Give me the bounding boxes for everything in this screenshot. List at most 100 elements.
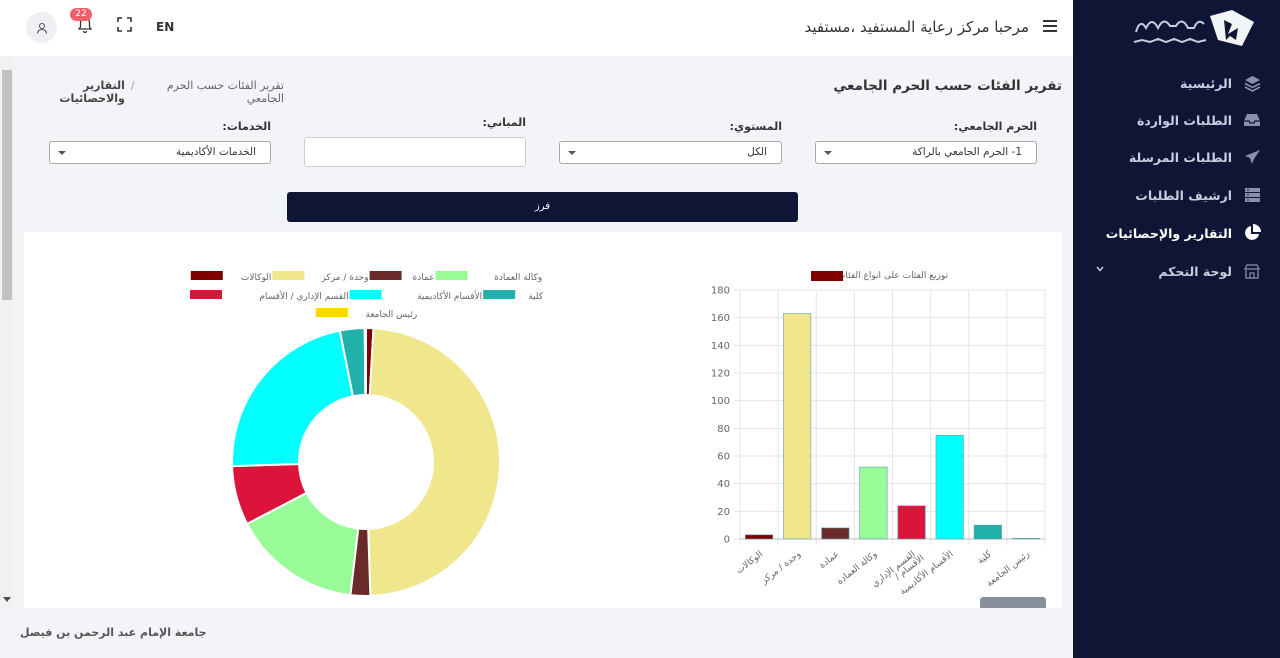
- top-header: مرحبا مركز رعاية المستفيد ،مستفيد EN 22: [0, 0, 1073, 56]
- breadcrumb: التقارير والاحصائيات / تقرير الفئات حسب …: [24, 79, 284, 105]
- sidebar-item-label: ارشيف الطلبات: [1135, 187, 1232, 203]
- legend-label: رئيس الجامعة: [366, 310, 418, 320]
- language-toggle[interactable]: EN: [156, 20, 175, 34]
- sidebar-item-label: الطلبات المرسلة: [1128, 149, 1232, 165]
- y-tick-label: 140: [711, 341, 730, 352]
- breadcrumb-separator: /: [130, 79, 135, 92]
- layers-icon: [1242, 73, 1262, 93]
- mustafid-logo: [1133, 10, 1254, 46]
- doughnut-chart: [231, 326, 501, 597]
- welcome-text: مرحبا مركز رعاية المستفيد ،مستفيد: [804, 18, 1029, 36]
- breadcrumb-current: تقرير الفئات حسب الحرم الجامعي: [166, 79, 284, 105]
- legend-swatch: [272, 271, 305, 280]
- page-scrollbar[interactable]: [0, 56, 14, 609]
- sidebar: الرئيسية الطلبات الواردة الطلبات المرسلة…: [1073, 0, 1280, 658]
- doughnut-slice: [367, 327, 501, 597]
- bar: [859, 466, 888, 540]
- sort-button[interactable]: فرز: [287, 192, 798, 222]
- inbox-icon: [1242, 110, 1262, 130]
- services-select[interactable]: الخدمات الأكاديمية: [49, 141, 271, 164]
- caret-down-icon: [58, 151, 66, 155]
- sidebar-item-incoming-requests[interactable]: الطلبات الواردة: [1073, 105, 1280, 135]
- footer-text: جامعة الإمام عبد الرحمن بن فيصل: [20, 626, 207, 639]
- doughnut-slice: [363, 326, 367, 397]
- y-tick-label: 160: [711, 313, 730, 324]
- bar: [745, 534, 774, 540]
- campus-label: الحرم الجامعي:: [953, 120, 1037, 133]
- breadcrumb-home[interactable]: التقارير والاحصائيات: [59, 79, 125, 105]
- store-icon: [1242, 261, 1262, 281]
- x-tick-label: كلية: [976, 549, 994, 566]
- notification-badge: 22: [70, 8, 92, 21]
- x-tick-label: عمادة: [818, 549, 842, 570]
- y-tick-label: 60: [717, 452, 730, 463]
- bar: [783, 313, 812, 540]
- scrollbar-thumb[interactable]: [2, 70, 12, 300]
- level-select[interactable]: الكل: [559, 141, 782, 164]
- legend-label: القسم الإداري / الأقسام: [259, 290, 348, 302]
- footer: [0, 608, 1073, 658]
- y-tick-label: 180: [711, 286, 730, 297]
- bar: [935, 434, 964, 540]
- user-icon: [36, 22, 47, 34]
- bar-legend: توزيع الفئات على انواع الفئات: [811, 271, 948, 281]
- page-title: تقرير الفئات حسب الحرم الجامعي: [833, 78, 1062, 94]
- services-label: الخدمات:: [222, 120, 271, 133]
- sidebar-item-control-panel[interactable]: لوحة التحكم: [1073, 256, 1280, 286]
- legend-swatch: [190, 290, 222, 299]
- doughnut-slice: [231, 329, 355, 468]
- sidebar-item-home[interactable]: الرئيسية: [1073, 68, 1280, 98]
- legend-swatch: [483, 290, 516, 299]
- legend-swatch: [435, 271, 468, 280]
- menu-icon[interactable]: [1043, 20, 1057, 32]
- x-tick-label: وحدة / مركز: [759, 549, 803, 587]
- services-select-value: الخدمات الأكاديمية: [175, 146, 256, 158]
- chart-card: وكالة العمادة عمادة وحدة / مركز الوكالات كلي…: [24, 232, 1062, 608]
- x-tick-label: الوكالات: [735, 549, 765, 576]
- fullscreen-icon[interactable]: [117, 17, 132, 32]
- legend-label: عمادة: [413, 273, 435, 283]
- send-icon: [1242, 147, 1262, 167]
- caret-down-icon: [824, 151, 832, 155]
- legend-label: الأقسام الأكاديمية: [417, 290, 482, 302]
- sidebar-item-label: الطلبات الواردة: [1136, 112, 1232, 128]
- level-select-value: الكل: [747, 146, 767, 158]
- legend-label: وكالة العمادة: [494, 273, 542, 283]
- y-tick-label: 100: [711, 396, 730, 407]
- legend-swatch: [349, 290, 382, 299]
- caret-down-icon: [568, 151, 576, 155]
- download-button[interactable]: [980, 597, 1046, 608]
- sidebar-item-label: لوحة التحكم: [1158, 263, 1232, 279]
- campus-select[interactable]: 1- الحرم الجامعي بالراكة: [815, 141, 1037, 164]
- legend-swatch: [190, 271, 223, 280]
- legend-label: كلية: [528, 292, 544, 302]
- sidebar-item-label: التقارير والإحصائيات: [1105, 225, 1232, 241]
- sidebar-item-sent-requests[interactable]: الطلبات المرسلة: [1073, 142, 1280, 172]
- y-tick-label: 20: [717, 507, 730, 518]
- legend-label: الوكالات: [241, 273, 272, 283]
- bar: [821, 527, 850, 540]
- buildings-label: المباني:: [482, 116, 526, 129]
- sidebar-item-reports[interactable]: التقارير والإحصائيات: [1073, 218, 1280, 248]
- y-tick-label: 40: [717, 479, 730, 490]
- legend-label: توزيع الفئات على انواع الفئات: [837, 271, 949, 281]
- buildings-input[interactable]: [304, 137, 526, 167]
- legend-label: وحدة / مركز: [320, 273, 368, 283]
- pie-chart-icon: [1242, 223, 1262, 243]
- bar: [1011, 538, 1040, 540]
- archive-icon: [1242, 185, 1262, 205]
- scroll-down-arrow[interactable]: [3, 597, 11, 602]
- level-label: المستوي:: [729, 120, 782, 133]
- sidebar-item-archive[interactable]: ارشيف الطلبات: [1073, 180, 1280, 210]
- y-tick-label: 0: [724, 535, 730, 546]
- legend-swatch: [811, 271, 843, 281]
- user-avatar[interactable]: [26, 12, 57, 43]
- legend-swatch: [315, 308, 348, 317]
- y-tick-label: 120: [711, 369, 730, 380]
- chevron-down-icon: [1096, 266, 1104, 272]
- sidebar-item-label: الرئيسية: [1180, 75, 1232, 91]
- legend-swatch: [369, 271, 402, 280]
- doughnut-legend: وكالة العمادة عمادة وحدة / مركز الوكالات كلي…: [190, 271, 544, 320]
